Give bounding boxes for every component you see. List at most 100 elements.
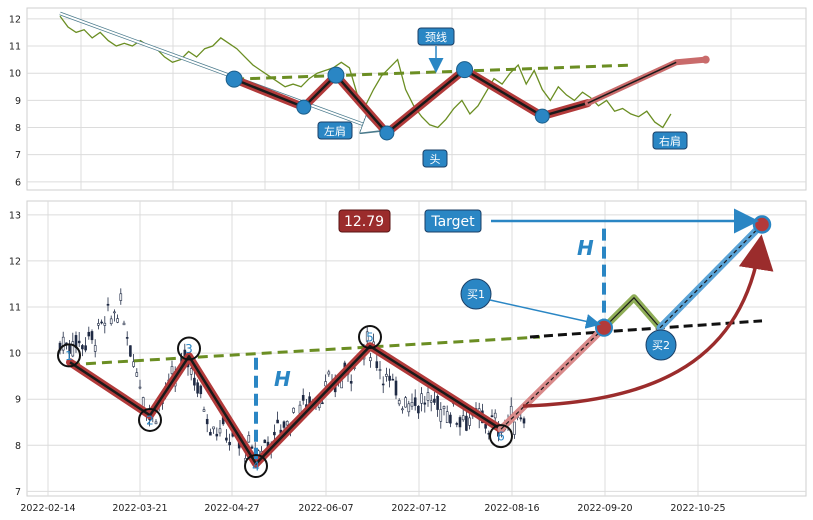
top-y-tick-label: 12 [9, 14, 21, 25]
pattern-point-circle [138, 407, 162, 432]
bottom-x-tick-label: 2022-06-07 [298, 503, 353, 514]
candle-body [426, 392, 430, 401]
candle-body [193, 377, 196, 386]
candle-body [263, 439, 267, 444]
target-label-badge: Target [424, 208, 759, 234]
top-pattern-node [534, 108, 550, 124]
candle-body [247, 435, 251, 443]
candle-body [490, 415, 494, 417]
candle-body [285, 421, 289, 426]
candle-body [202, 409, 206, 412]
candle-body [87, 331, 91, 337]
candle-body [228, 441, 231, 446]
pattern-point-number: 5 [366, 330, 374, 344]
bottom-x-tick-label: 2022-10-25 [670, 503, 725, 514]
candle-body [420, 393, 423, 404]
candle-body [132, 361, 135, 367]
candle-body [493, 412, 497, 419]
candle-body [513, 421, 516, 435]
candle-body [218, 428, 222, 434]
pattern-point-circle [177, 336, 201, 361]
candle-body [93, 345, 97, 352]
top-trend-arrow [59, 12, 378, 129]
candle-body [484, 424, 487, 429]
annotation-head: 头 [422, 149, 448, 168]
candle-body [423, 402, 427, 405]
bottom-target-curve [522, 234, 774, 408]
candle-body [273, 431, 276, 436]
bottom-y-tick-label: 11 [9, 303, 21, 314]
bottom-breakout-leg-dash [500, 327, 605, 430]
top-y-tick-label: 10 [9, 69, 21, 80]
candle-body [129, 345, 132, 357]
bottom-neckline-extension [529, 319, 763, 339]
bottom-x-tick-label: 2022-09-20 [577, 503, 632, 514]
pattern-point-circle [57, 343, 81, 368]
candle-body [199, 385, 203, 395]
candle-body [61, 336, 65, 351]
annotation-neckline-label: 颈线 [425, 30, 447, 44]
bottom-x-tick-label: 2022-07-12 [391, 503, 446, 514]
candle-body [292, 407, 295, 413]
candle-body [212, 426, 215, 430]
candle-body [215, 433, 219, 437]
candle-body [340, 380, 343, 389]
buy-2-label: 买2 [652, 339, 670, 352]
pattern-point-number: 3 [185, 342, 193, 356]
pattern-point-number: 2 [146, 413, 154, 427]
candle-body [77, 340, 81, 344]
candle-body [365, 331, 369, 342]
bottom-y-tick-label: 8 [15, 441, 21, 452]
candle-body [458, 417, 462, 428]
candle-body [385, 373, 388, 377]
candle-body [276, 419, 279, 424]
candle-body [327, 371, 331, 375]
candle-body [100, 321, 103, 324]
bottom-y-tick-label: 13 [9, 210, 21, 221]
pattern-point-number: 1 [65, 349, 73, 363]
bottom-x-tick-label: 2022-02-14 [20, 503, 75, 514]
annotation-right-shoulder: 右肩 [652, 131, 688, 150]
candle-body [324, 381, 327, 387]
buy-2-badge: 买2 [645, 329, 677, 361]
candle-body [449, 414, 452, 424]
annotation-neckline: 颈线 [417, 27, 455, 73]
top-pattern-node [456, 61, 474, 79]
target-label-text: Target [430, 214, 475, 230]
bottom-y-tick-label: 12 [9, 256, 21, 267]
candle-body [90, 331, 94, 341]
candle-body [417, 405, 420, 414]
annotation-head-label: 头 [430, 153, 441, 166]
top-y-tick-label: 6 [15, 177, 21, 188]
bottom-panel-content: 1 2 3 4 5 6 [57, 215, 774, 479]
top-panel-frame [26, 7, 807, 191]
bottom-x-tick-label: 2022-03-21 [112, 503, 167, 514]
candle-body [282, 421, 286, 428]
buy-1-badge: 买1 [460, 278, 601, 329]
top-target-dot [701, 55, 710, 64]
annotation-left-shoulder: 左肩 [317, 121, 353, 140]
candle-body [71, 341, 75, 357]
bottom-y-tick-label: 10 [9, 349, 21, 360]
candle-body [209, 431, 212, 436]
candle-body [113, 311, 116, 314]
candle-body [429, 400, 433, 403]
bottom-x-ticks: 2022-02-14 2022-03-21 2022-04-27 2022-06-07… [20, 503, 725, 514]
top-pattern-node [296, 99, 312, 115]
annotation-right-shoulder-label: 右肩 [659, 134, 681, 148]
top-pattern-node [327, 66, 345, 84]
candle-body [378, 369, 382, 371]
candle-body [321, 402, 324, 405]
top-y-tick-label: 8 [15, 123, 21, 134]
candle-body [103, 322, 107, 326]
candle-body [250, 446, 254, 449]
candle-body [135, 372, 139, 377]
candle-body [519, 417, 523, 420]
candle-body [122, 322, 126, 326]
candle-body [381, 383, 385, 386]
candle-body [410, 402, 414, 407]
bottom-y-tick-label: 7 [15, 487, 21, 498]
candle-body [301, 395, 305, 401]
candle-body [404, 397, 407, 408]
candle-body [154, 421, 158, 425]
